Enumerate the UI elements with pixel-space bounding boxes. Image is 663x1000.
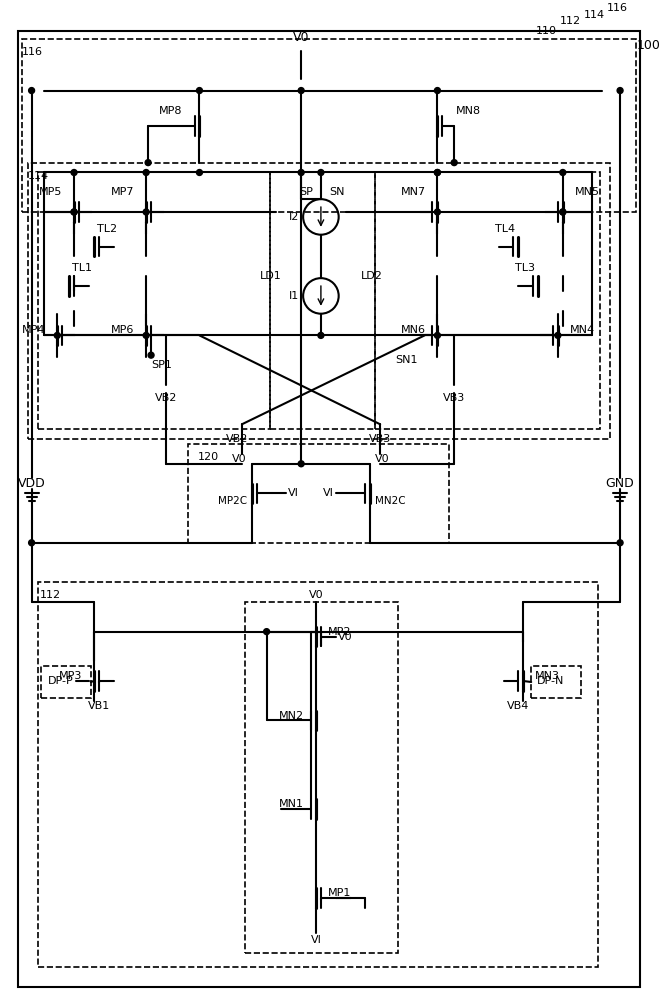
Circle shape <box>143 332 149 338</box>
Circle shape <box>196 170 202 175</box>
Circle shape <box>434 170 440 175</box>
Text: VB2: VB2 <box>226 434 248 444</box>
Text: MP3: MP3 <box>58 671 82 681</box>
Circle shape <box>71 209 77 215</box>
Text: MP6: MP6 <box>111 325 135 335</box>
Circle shape <box>196 88 202 94</box>
Circle shape <box>143 209 149 215</box>
Circle shape <box>298 88 304 94</box>
Text: V0: V0 <box>337 632 352 642</box>
Circle shape <box>143 170 149 175</box>
Text: LD1: LD1 <box>260 271 281 281</box>
Circle shape <box>264 629 270 635</box>
Text: 114: 114 <box>583 10 605 20</box>
Text: 112: 112 <box>560 16 581 26</box>
Text: TL4: TL4 <box>495 224 516 234</box>
Text: 120: 120 <box>198 452 219 462</box>
Text: TL3: TL3 <box>515 263 535 273</box>
Circle shape <box>560 209 566 215</box>
Circle shape <box>452 160 457 166</box>
Text: DP-P: DP-P <box>48 676 74 686</box>
Text: I1: I1 <box>289 291 299 301</box>
Circle shape <box>617 540 623 546</box>
Text: 116: 116 <box>607 3 629 13</box>
Circle shape <box>434 88 440 94</box>
Bar <box>42 666 91 698</box>
Circle shape <box>71 170 77 175</box>
Text: 116: 116 <box>22 47 42 57</box>
Bar <box>531 666 581 698</box>
Text: VB1: VB1 <box>88 701 110 711</box>
Bar <box>245 602 398 953</box>
Circle shape <box>148 352 154 358</box>
Circle shape <box>434 170 440 175</box>
Text: MN5: MN5 <box>575 187 599 197</box>
Bar <box>188 444 450 543</box>
Text: MN7: MN7 <box>400 187 426 197</box>
Text: VB3: VB3 <box>369 434 391 444</box>
Text: MN4: MN4 <box>570 325 595 335</box>
Bar <box>38 582 599 967</box>
Circle shape <box>318 170 324 175</box>
Circle shape <box>617 88 623 94</box>
Bar <box>270 172 375 429</box>
Text: MN8: MN8 <box>456 106 481 116</box>
Text: MP5: MP5 <box>39 187 62 197</box>
Text: DP-N: DP-N <box>537 676 565 686</box>
Circle shape <box>145 160 151 166</box>
Text: V0: V0 <box>375 454 390 464</box>
Text: VB4: VB4 <box>507 701 530 711</box>
Circle shape <box>298 170 304 175</box>
Text: MP7: MP7 <box>111 187 135 197</box>
Text: VB2: VB2 <box>154 393 177 403</box>
Bar <box>38 172 270 429</box>
Text: 100: 100 <box>637 39 661 52</box>
Circle shape <box>54 332 60 338</box>
Text: MN2: MN2 <box>279 711 304 721</box>
Text: V0: V0 <box>232 454 247 464</box>
Text: GND: GND <box>606 477 634 490</box>
Text: MP8: MP8 <box>159 106 183 116</box>
Circle shape <box>555 332 561 338</box>
Text: MP2: MP2 <box>328 627 351 637</box>
Text: SN1: SN1 <box>395 355 418 365</box>
Circle shape <box>318 332 324 338</box>
Text: SP: SP <box>299 187 313 197</box>
Text: SP1: SP1 <box>151 360 172 370</box>
Text: VDD: VDD <box>18 477 46 490</box>
Circle shape <box>29 540 34 546</box>
Text: SN: SN <box>329 187 344 197</box>
Text: VI: VI <box>310 935 322 945</box>
Bar <box>375 172 600 429</box>
Bar <box>28 163 610 439</box>
Text: MP4: MP4 <box>22 325 46 335</box>
Text: I2: I2 <box>289 212 299 222</box>
Text: TL1: TL1 <box>72 263 92 273</box>
Circle shape <box>560 209 566 215</box>
Circle shape <box>434 209 440 215</box>
Text: VI: VI <box>288 488 299 498</box>
Text: MN3: MN3 <box>535 671 560 681</box>
Text: TL2: TL2 <box>97 224 117 234</box>
Bar <box>22 39 636 212</box>
Text: VB3: VB3 <box>443 393 465 403</box>
Text: 110: 110 <box>536 26 557 36</box>
Text: MN1: MN1 <box>279 799 304 809</box>
Text: LD2: LD2 <box>361 271 383 281</box>
Text: V0: V0 <box>293 31 310 44</box>
Text: V0: V0 <box>309 590 324 600</box>
Text: MP1: MP1 <box>328 888 351 898</box>
Circle shape <box>29 88 34 94</box>
Text: MN6: MN6 <box>400 325 426 335</box>
Text: 114: 114 <box>28 171 49 181</box>
Text: MN2C: MN2C <box>375 496 406 506</box>
Circle shape <box>560 170 566 175</box>
Circle shape <box>298 461 304 467</box>
Circle shape <box>434 332 440 338</box>
Text: 112: 112 <box>40 590 60 600</box>
Text: MP2C: MP2C <box>217 496 247 506</box>
Text: VI: VI <box>323 488 333 498</box>
Circle shape <box>71 209 77 215</box>
